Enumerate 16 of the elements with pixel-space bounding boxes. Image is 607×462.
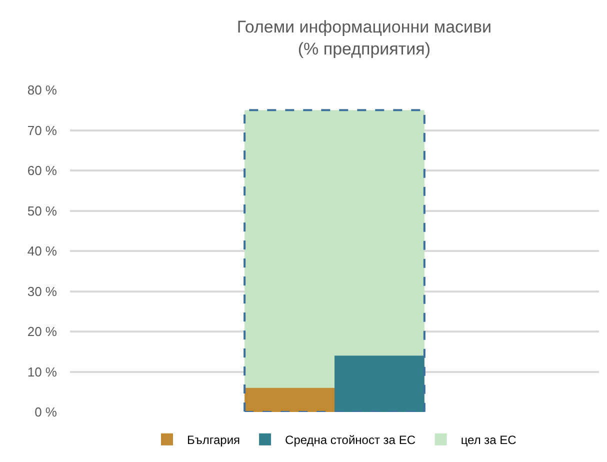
- y-tick-label: 20 %: [27, 324, 58, 340]
- y-tick-label: 40 %: [27, 244, 58, 259]
- y-tick-label: 60 %: [27, 163, 58, 178]
- bar: [244, 388, 334, 412]
- y-tick-label: 0 %: [34, 404, 58, 420]
- y-tick-label: 10 %: [27, 364, 58, 380]
- y-tick-label: 70 %: [27, 122, 58, 138]
- y-tick-label: 80 %: [27, 82, 58, 98]
- legend-label: цел за ЕС: [460, 433, 517, 448]
- legend-label: Средна стойност за ЕС: [285, 433, 416, 448]
- chart-subtitle: (% предприятия): [298, 39, 431, 58]
- legend-label: България: [187, 433, 240, 448]
- bar: [334, 356, 424, 412]
- y-tick-label: 30 %: [27, 284, 58, 299]
- chart-title: Големи информационни масиви: [236, 17, 492, 36]
- y-tick-label: 50 %: [27, 203, 58, 218]
